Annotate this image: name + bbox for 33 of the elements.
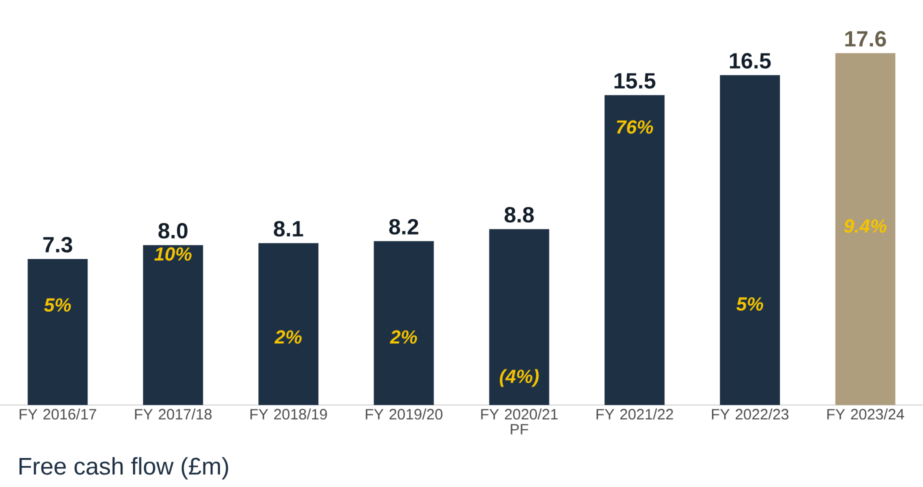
annotation: 2%	[390, 330, 418, 344]
data-label: 17.6	[845, 31, 886, 47]
bar	[489, 229, 550, 405]
bar	[28, 259, 88, 405]
annotation: 2%	[274, 330, 302, 344]
x-tick-label: FY 2023/24	[827, 408, 904, 420]
data-label: 8.0	[158, 222, 188, 239]
x-tick-label: FY 2017/18	[135, 408, 212, 420]
data-label: 16.5	[730, 53, 771, 69]
bar	[835, 53, 896, 405]
annotation: 10%	[154, 247, 192, 261]
bar	[143, 245, 204, 405]
annotation: 9.4%	[844, 219, 886, 233]
bar	[720, 75, 780, 405]
text: Free cash flow (£m)	[20, 457, 228, 480]
x-tick-label: FY 2020/21 PF	[481, 408, 558, 434]
x-tick-label: FY 2019/20	[366, 408, 442, 420]
annotation: 76%	[616, 120, 654, 134]
x-tick-label: FY 2021/22	[596, 408, 673, 420]
bar	[604, 95, 665, 405]
bar	[258, 243, 318, 405]
x-tick-label: FY 2022/23	[712, 408, 788, 420]
data-label: 8.8	[504, 206, 534, 223]
annotation: 5%	[44, 298, 71, 312]
data-label: 8.2	[389, 218, 418, 235]
data-label: 15.5	[614, 73, 656, 89]
data-label: 8.1	[274, 220, 304, 237]
data-label: 7.3	[43, 236, 72, 253]
annotation: 5%	[736, 297, 764, 311]
annotation: (4%)	[500, 369, 539, 387]
bar	[374, 241, 434, 405]
x-tick-label: FY 2016/17	[20, 408, 96, 420]
x-tick-label: FY 2018/19	[250, 408, 327, 420]
